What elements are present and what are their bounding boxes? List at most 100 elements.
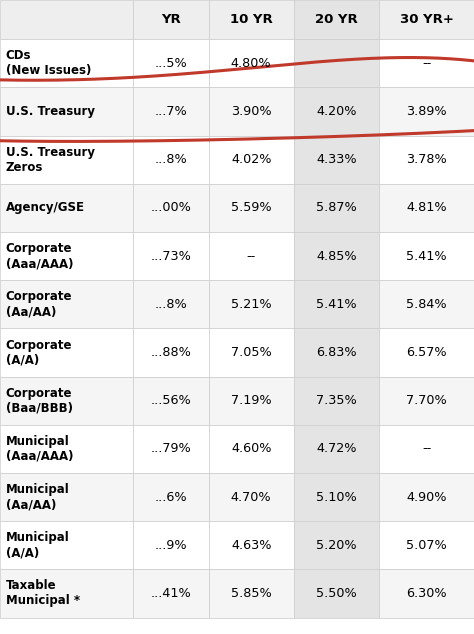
Bar bbox=[294, 87, 379, 136]
Bar bbox=[133, 425, 209, 473]
Bar bbox=[209, 136, 294, 184]
Bar bbox=[209, 377, 294, 425]
Bar bbox=[294, 280, 379, 328]
Bar bbox=[379, 0, 474, 39]
Bar bbox=[294, 328, 379, 377]
Bar bbox=[133, 87, 209, 136]
Bar bbox=[294, 0, 379, 39]
Bar bbox=[294, 521, 379, 569]
Bar bbox=[209, 39, 294, 87]
Bar bbox=[209, 280, 294, 328]
Bar bbox=[133, 473, 209, 521]
Bar bbox=[209, 184, 294, 232]
Bar bbox=[379, 39, 474, 87]
Bar bbox=[379, 377, 474, 425]
Bar bbox=[379, 473, 474, 521]
Text: 5.07%: 5.07% bbox=[406, 539, 447, 552]
Text: Taxable
Municipal *: Taxable Municipal * bbox=[6, 579, 80, 607]
Text: ...6%: ...6% bbox=[155, 491, 187, 503]
Text: ...73%: ...73% bbox=[150, 250, 191, 262]
Bar bbox=[379, 87, 474, 136]
Text: Agency/GSE: Agency/GSE bbox=[6, 202, 85, 214]
Bar bbox=[133, 569, 209, 618]
Bar bbox=[294, 184, 379, 232]
Bar bbox=[209, 521, 294, 569]
Text: 6.57%: 6.57% bbox=[406, 346, 447, 359]
Text: 5.84%: 5.84% bbox=[406, 298, 447, 311]
Bar bbox=[379, 280, 474, 328]
Text: ...00%: ...00% bbox=[150, 202, 191, 214]
Bar bbox=[294, 39, 379, 87]
Text: Corporate
(Aaa/AAA): Corporate (Aaa/AAA) bbox=[6, 242, 73, 270]
Bar bbox=[133, 521, 209, 569]
Text: U.S. Treasury: U.S. Treasury bbox=[6, 105, 95, 118]
Bar bbox=[133, 0, 209, 39]
Bar bbox=[133, 184, 209, 232]
Text: Municipal
(Aaa/AAA): Municipal (Aaa/AAA) bbox=[6, 435, 73, 463]
Bar bbox=[379, 569, 474, 618]
Bar bbox=[133, 328, 209, 377]
Bar bbox=[0, 521, 133, 569]
Bar bbox=[209, 0, 294, 39]
Bar bbox=[0, 136, 133, 184]
Bar bbox=[133, 39, 209, 87]
Text: 3.78%: 3.78% bbox=[406, 153, 447, 166]
Text: ...79%: ...79% bbox=[150, 443, 191, 455]
Text: 4.85%: 4.85% bbox=[316, 250, 357, 262]
Bar bbox=[379, 184, 474, 232]
Bar bbox=[379, 425, 474, 473]
Text: ...41%: ...41% bbox=[150, 587, 191, 600]
Bar bbox=[209, 425, 294, 473]
Text: --: -- bbox=[422, 57, 431, 70]
Bar bbox=[209, 569, 294, 618]
Text: 5.59%: 5.59% bbox=[231, 202, 272, 214]
Text: 5.41%: 5.41% bbox=[406, 250, 447, 262]
Text: 4.63%: 4.63% bbox=[231, 539, 272, 552]
Text: Corporate
(Baa/BBB): Corporate (Baa/BBB) bbox=[6, 387, 73, 415]
Text: 5.21%: 5.21% bbox=[231, 298, 272, 311]
Bar bbox=[0, 0, 133, 39]
Text: --: -- bbox=[246, 250, 256, 262]
Text: 5.85%: 5.85% bbox=[231, 587, 272, 600]
Text: ...88%: ...88% bbox=[150, 346, 191, 359]
Bar bbox=[209, 473, 294, 521]
Text: 6.30%: 6.30% bbox=[406, 587, 447, 600]
Text: 7.19%: 7.19% bbox=[231, 394, 272, 407]
Text: --: -- bbox=[422, 443, 431, 455]
Text: 7.05%: 7.05% bbox=[231, 346, 272, 359]
Text: 5.10%: 5.10% bbox=[316, 491, 357, 503]
Bar bbox=[0, 87, 133, 136]
Bar bbox=[379, 328, 474, 377]
Bar bbox=[0, 473, 133, 521]
Text: 10 YR: 10 YR bbox=[230, 13, 273, 26]
Bar bbox=[133, 232, 209, 280]
Bar bbox=[294, 425, 379, 473]
Bar bbox=[209, 87, 294, 136]
Text: Municipal
(Aa/AA): Municipal (Aa/AA) bbox=[6, 483, 69, 511]
Text: 7.35%: 7.35% bbox=[316, 394, 357, 407]
Bar bbox=[0, 569, 133, 618]
Bar bbox=[0, 184, 133, 232]
Text: Corporate
(A/A): Corporate (A/A) bbox=[6, 339, 72, 366]
Text: 5.20%: 5.20% bbox=[316, 539, 357, 552]
Text: 7.70%: 7.70% bbox=[406, 394, 447, 407]
Bar bbox=[294, 473, 379, 521]
Text: U.S. Treasury
Zeros: U.S. Treasury Zeros bbox=[6, 146, 95, 174]
Text: ...56%: ...56% bbox=[150, 394, 191, 407]
Bar bbox=[133, 280, 209, 328]
Bar bbox=[0, 425, 133, 473]
Text: ...8%: ...8% bbox=[154, 153, 187, 166]
Text: 5.87%: 5.87% bbox=[316, 202, 357, 214]
Text: ...8%: ...8% bbox=[154, 298, 187, 311]
Bar bbox=[294, 377, 379, 425]
Text: ...7%: ...7% bbox=[154, 105, 187, 118]
Bar bbox=[133, 136, 209, 184]
Bar bbox=[0, 328, 133, 377]
Text: 4.72%: 4.72% bbox=[316, 443, 357, 455]
Bar bbox=[294, 569, 379, 618]
Bar bbox=[0, 232, 133, 280]
Text: 4.90%: 4.90% bbox=[406, 491, 447, 503]
Text: 4.33%: 4.33% bbox=[316, 153, 357, 166]
Text: Corporate
(Aa/AA): Corporate (Aa/AA) bbox=[6, 290, 72, 318]
Text: 3.90%: 3.90% bbox=[231, 105, 272, 118]
